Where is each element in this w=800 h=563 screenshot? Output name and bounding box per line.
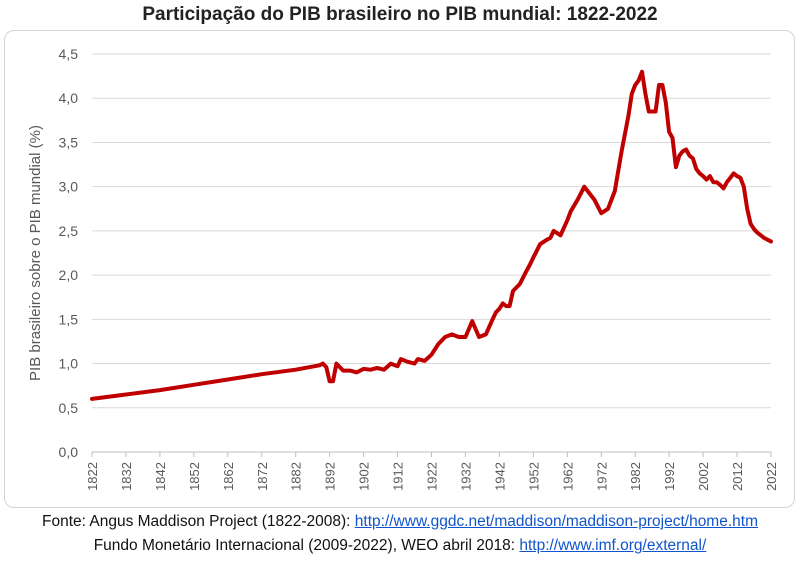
x-tick-label: 1882 [289,462,304,491]
y-tick-label: 4,0 [59,90,79,106]
x-tick-label: 1872 [255,462,270,491]
x-tick-label: 1902 [357,462,372,491]
source-line-2-text: Fundo Monetário Internacional (2009-2022… [93,537,520,554]
x-tick-label: 1852 [187,462,202,491]
y-tick-label: 2,5 [59,223,79,239]
x-tick-label: 1822 [85,462,100,491]
y-axis-label: PIB brasileiro sobre o PIB mundial (%) [27,125,44,381]
x-tick-label: 1942 [492,462,507,491]
y-tick-label: 4,5 [59,46,79,62]
x-tick-label: 2002 [696,462,711,491]
source-line-1-text: Fonte: Angus Maddison Project (1822-2008… [42,513,355,530]
x-tick-label: 1962 [560,462,575,491]
x-tick-label: 2022 [764,462,779,491]
x-tick-label: 1992 [662,462,677,491]
y-tick-label: 0,0 [59,444,79,460]
x-tick-label: 1912 [391,462,406,491]
chart-frame [4,30,795,508]
maddison-link[interactable]: http://www.ggdc.net/maddison/maddison-pr… [354,513,758,530]
x-tick-label: 1952 [526,462,541,491]
y-tick-label: 3,0 [59,179,79,195]
y-tick-label: 1,5 [59,311,79,327]
x-tick-label: 1922 [425,462,440,491]
x-tick-label: 1972 [594,462,609,491]
x-tick-label: 2012 [730,462,745,491]
y-tick-label: 3,5 [59,134,79,150]
chart-title: Participação do PIB brasileiro no PIB mu… [142,4,658,25]
series-line [90,69,773,401]
y-tick-label: 0,5 [59,400,79,416]
x-tick-label: 1892 [323,462,338,491]
source-line-2: Fundo Monetário Internacional (2009-2022… [0,537,800,555]
x-tick-label: 1932 [458,462,473,491]
y-tick-label: 1,0 [59,356,79,372]
y-tick-label: 2,0 [59,267,79,283]
x-tick-label: 1842 [153,462,168,491]
x-tick-label: 1862 [221,462,236,491]
imf-link[interactable]: http://www.imf.org/external/ [519,537,707,554]
x-tick-label: 1832 [119,462,134,491]
x-tick-label: 1982 [628,462,643,491]
source-line-1: Fonte: Angus Maddison Project (1822-2008… [0,513,800,531]
